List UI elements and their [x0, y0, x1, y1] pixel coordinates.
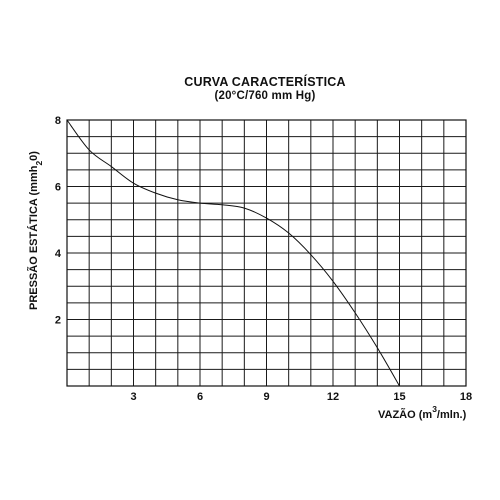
y-axis-label-suffix: 0): [28, 151, 40, 161]
x-tick-labels: 3 6 9 12 15 18: [130, 391, 472, 403]
x-axis-label-prefix: VAZÃO (m: [378, 408, 432, 421]
x-tick-label: 15: [393, 391, 405, 403]
chart-grid: [67, 120, 466, 386]
x-tick-label: 3: [130, 391, 136, 403]
x-tick-label: 12: [327, 391, 339, 403]
chart-title: CURVA CARACTERÍSTICA: [184, 75, 346, 89]
y-axis-label-subscript: 2: [34, 161, 44, 166]
plot-frame: [66, 119, 467, 387]
y-tick-labels: 2 4 6 8: [55, 115, 62, 327]
x-tick-label: 9: [263, 391, 269, 403]
y-tick-label: 6: [55, 182, 61, 194]
x-tick-label: 18: [460, 391, 472, 403]
y-tick-label: 4: [55, 248, 62, 260]
y-axis-label-prefix: PRESSÃO ESTÁTICA (mmh: [27, 165, 40, 310]
characteristic-curve: [66, 119, 400, 387]
x-axis-label-suffix: /mln.): [437, 409, 467, 421]
x-tick-label: 6: [197, 391, 203, 403]
y-tick-label: 8: [55, 115, 61, 127]
x-axis-label-superscript: 3: [432, 404, 437, 414]
x-axis-label: VAZÃO (m3/mln.): [378, 404, 467, 421]
y-axis-label: PRESSÃO ESTÁTICA (mmh20): [27, 151, 44, 310]
y-tick-label: 2: [55, 315, 61, 327]
chart-subtitle: (20°C/760 mm Hg): [214, 90, 316, 102]
